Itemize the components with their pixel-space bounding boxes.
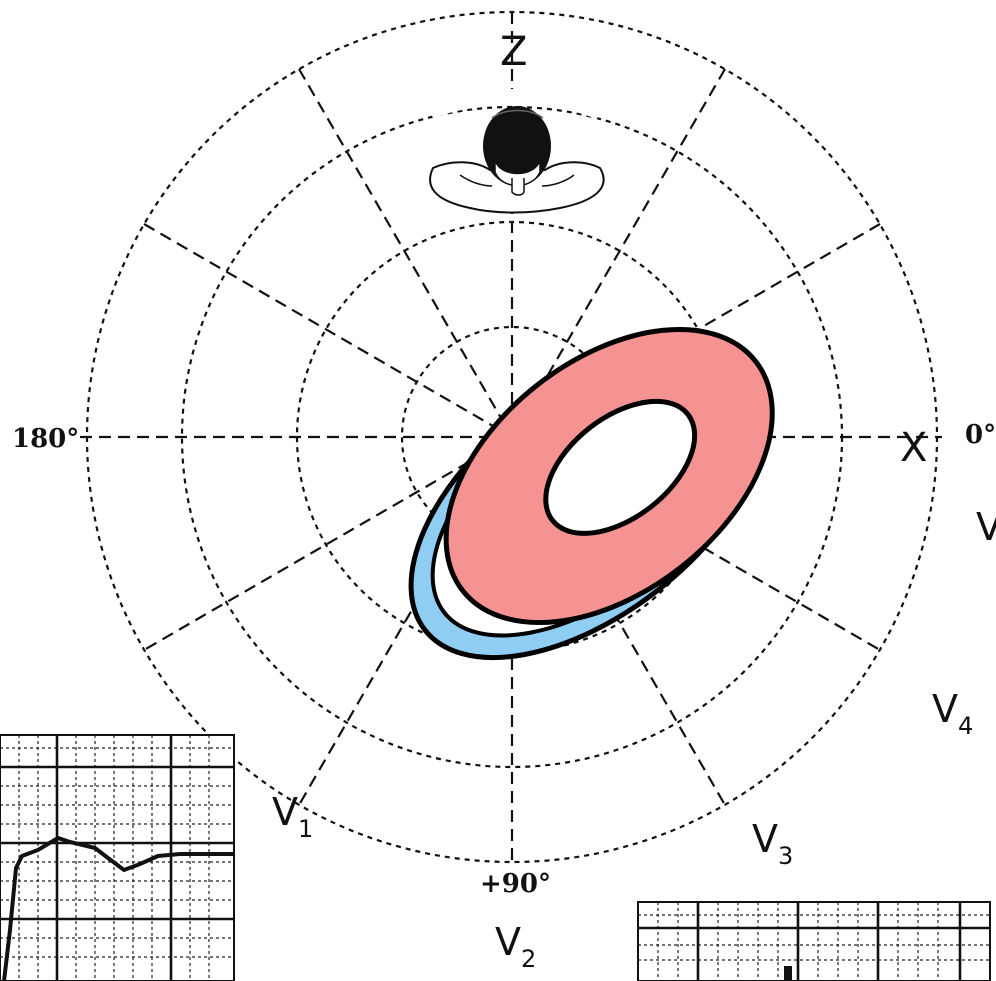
head-top-view-icon: [426, 89, 605, 214]
heart-ring: [408, 326, 775, 661]
angle-label-180: 180°: [12, 424, 79, 454]
ecg-trace-left: [2, 835, 234, 981]
angle-label-90: +90°: [480, 869, 551, 899]
lead-label-v2: V2: [495, 920, 536, 973]
lead-label-v-partial: V: [976, 505, 996, 549]
ecg-strip-right: [637, 901, 991, 981]
axis-label-z: Z: [500, 29, 527, 75]
lead-label-v1: V1: [272, 790, 313, 843]
lead-label-v3: V3: [752, 817, 793, 870]
ecg-strip-left: [0, 734, 235, 981]
angle-label-0: 0°: [965, 420, 996, 450]
ring-hole: [543, 398, 698, 536]
lead-label-v4: V4: [932, 687, 973, 740]
axis-label-x: X: [900, 425, 927, 471]
ecg-trace-right: [784, 966, 792, 981]
